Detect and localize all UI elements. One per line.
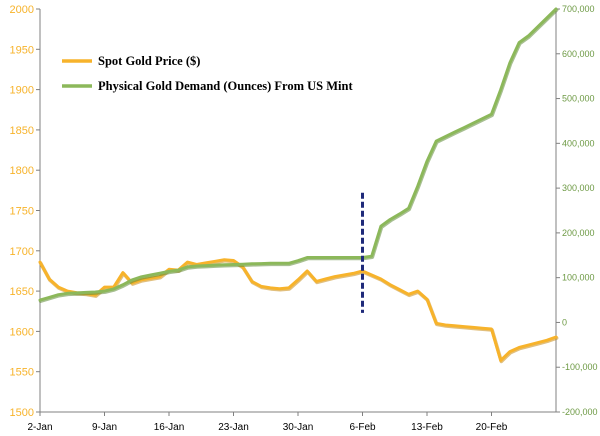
x-tick-label: 20-Feb [476,422,508,433]
left-tick-label: 1500 [10,407,34,419]
left-tick-label: 1750 [10,206,34,218]
x-tick-label: 2-Jan [27,422,52,433]
right-tick-label: 500,000 [562,94,595,104]
x-tick-label: 9-Jan [92,422,117,433]
left-tick-label: 1800 [10,165,34,177]
right-tick-label: 100,000 [562,273,595,283]
right-tick-label: 400,000 [562,138,595,148]
right-tick-label: 700,000 [562,4,595,14]
right-tick-label: 300,000 [562,183,595,193]
left-tick-label: 2000 [10,4,34,16]
right-tick-label: -200,000 [562,407,598,417]
right-tick-label: -100,000 [562,362,598,372]
series-lines [38,7,559,364]
legend-label-spot-gold: Spot Gold Price ($) [98,54,200,68]
legend-label-us-mint-demand: Physical Gold Demand (Ounces) From US Mi… [98,79,353,93]
right-tick-label: 0 [562,317,567,327]
x-tick-label: 30-Jan [283,422,314,433]
left-tick-label: 1700 [10,246,34,258]
right-tick-label: 200,000 [562,228,595,238]
x-tick-label: 16-Jan [154,422,185,433]
right-tick-label: 600,000 [562,49,595,59]
left-tick-label: 1900 [10,85,34,97]
x-tick-label: 13-Feb [411,422,443,433]
series-line-spot-gold [38,258,558,362]
series-line-us-mint-demand [38,7,558,302]
legend: Spot Gold Price ($) Physical Gold Demand… [62,54,353,93]
series-line-spot-gold-shadow [38,258,559,364]
x-tick-label: 23-Jan [218,422,249,433]
axes: 1500 1550 1600 1650 1700 1750 1800 1850 1900 1950… [10,4,598,433]
left-tick-label: 1950 [10,44,34,56]
left-tick-label: 1650 [10,286,34,298]
x-tick-label: 6-Feb [349,422,376,433]
left-tick-label: 1600 [10,326,34,338]
left-tick-label: 1850 [10,125,34,137]
left-tick-label: 1550 [10,367,34,379]
